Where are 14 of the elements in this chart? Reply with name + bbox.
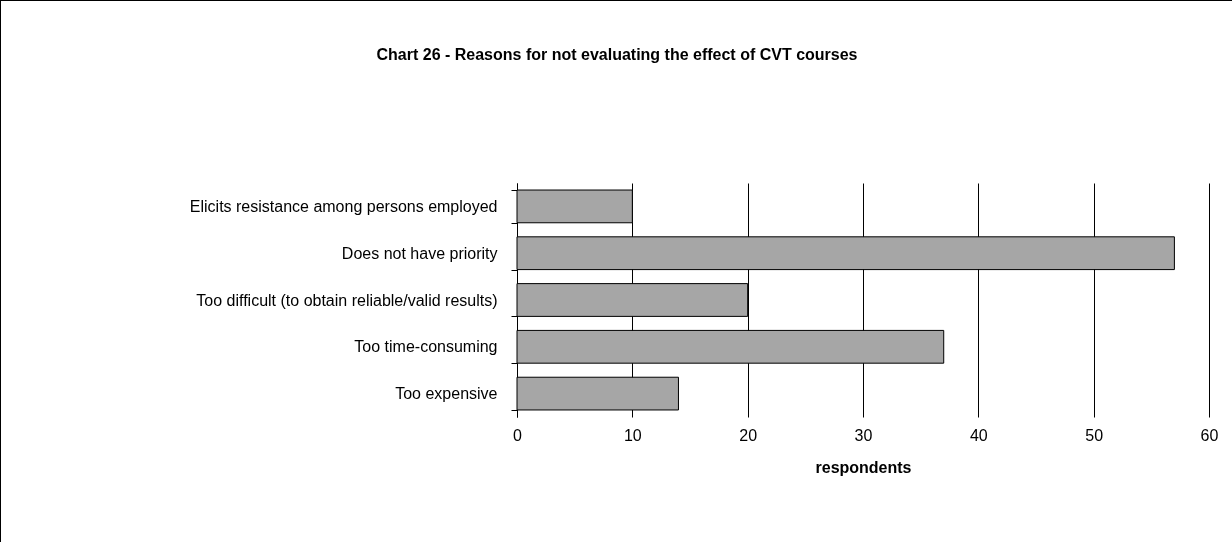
x-axis-title: respondents (815, 458, 912, 476)
x-tick-label: 0 (513, 426, 523, 444)
x-tick-label: 20 (739, 426, 758, 444)
chart-title: Chart 26 - Reasons for not evaluating the effect of CVT courses (376, 46, 858, 63)
y-tick-label: Elicits resistance among persons employed (189, 197, 498, 215)
x-tick-label: 10 (623, 426, 642, 444)
x-tick-label: 60 (1200, 426, 1219, 444)
x-tick-label: 30 (854, 426, 873, 444)
y-tick-label: Too expensive (395, 385, 498, 403)
y-tick-label: Too difficult (to obtain reliable/valid results) (196, 291, 498, 309)
y-tick-label: Does not have priority (341, 244, 498, 262)
x-tick-label: 50 (1085, 426, 1104, 444)
y-tick-label: Too time-consuming (354, 338, 498, 356)
x-tick-label: 40 (969, 426, 988, 444)
